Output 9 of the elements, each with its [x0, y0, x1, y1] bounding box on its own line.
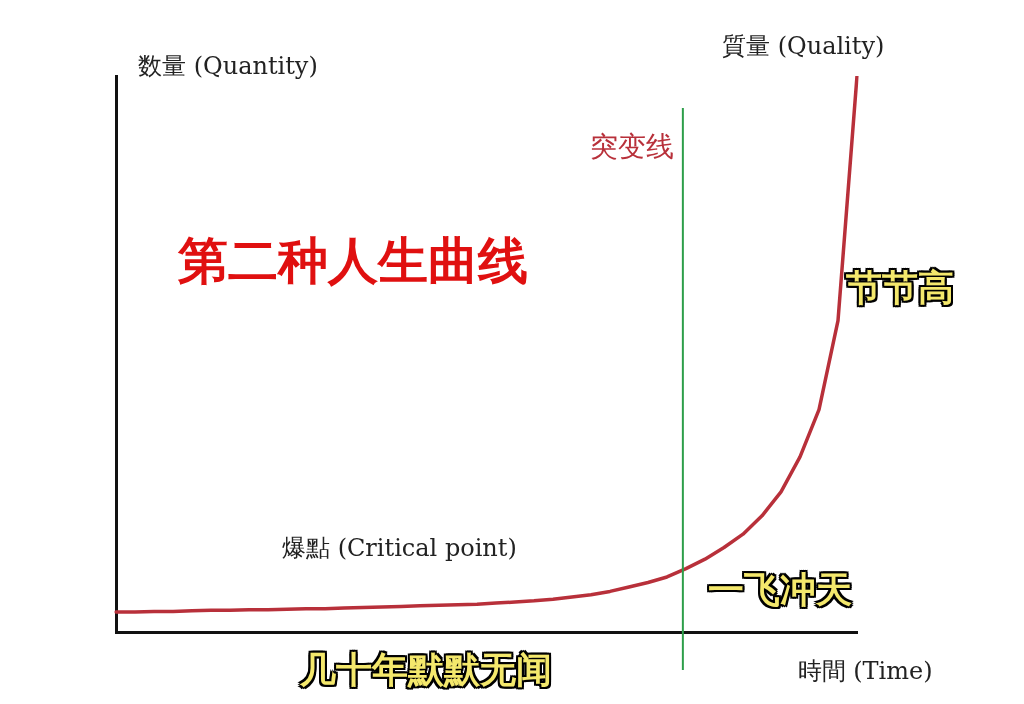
text: 第二种人生曲线: [177, 232, 528, 290]
annotation: 节节高: [846, 266, 954, 310]
annotation: 一飞冲天: [708, 568, 852, 612]
x-axis-title: 時間 (Time): [797, 657, 933, 685]
text: 質量 (Quality): [722, 31, 885, 62]
text: 几十年默默无闻: [300, 648, 552, 692]
y-axis-title: 数量 (Quantity): [138, 52, 318, 80]
annotation: 爆點 (Critical point): [282, 533, 517, 564]
annotation: 突变线: [590, 129, 674, 165]
